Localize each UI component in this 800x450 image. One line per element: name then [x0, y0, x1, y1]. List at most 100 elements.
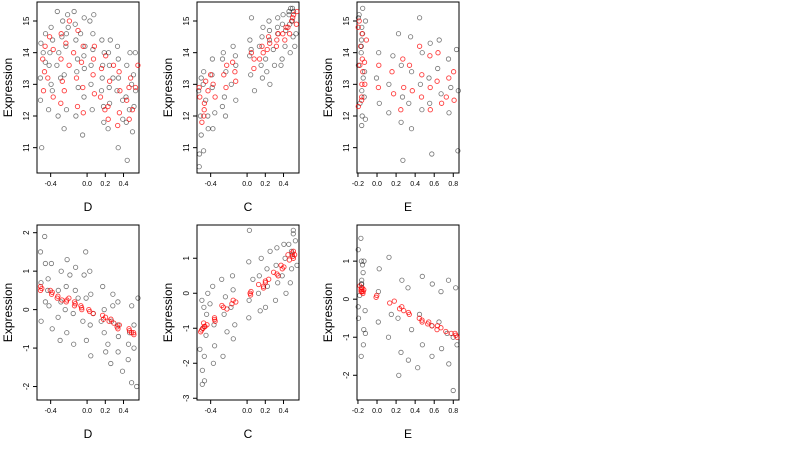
data-point-black [259, 75, 265, 81]
data-point-black [212, 110, 218, 116]
data-point-black [131, 322, 137, 328]
data-point-black [64, 256, 70, 263]
data-point-black [106, 84, 112, 91]
data-point-black [453, 46, 460, 53]
data-point-black [279, 273, 285, 279]
data-point-black [199, 297, 205, 303]
data-point-red [248, 288, 254, 295]
data-point-black [114, 88, 120, 94]
data-point-black [120, 116, 126, 122]
data-point-black [408, 69, 415, 75]
data-point-black [361, 94, 367, 100]
y-tick-label: 12 [22, 111, 31, 120]
data-point-red [97, 94, 104, 100]
data-point-black [47, 50, 53, 56]
y-axis-label: Expression [161, 283, 175, 342]
data-point-red [203, 78, 209, 84]
data-point-black [87, 18, 93, 24]
data-point-red [224, 62, 230, 68]
data-point-black [81, 15, 87, 21]
x-tick-label: -0.2 [352, 181, 364, 188]
data-point-black [198, 75, 204, 81]
data-point-red [108, 316, 114, 322]
data-point-black [83, 337, 90, 343]
x-tick-label: 0.0 [82, 408, 92, 415]
data-point-black [446, 110, 452, 116]
data-point-black [82, 43, 88, 49]
data-point-red [265, 34, 272, 40]
data-point-black [282, 43, 288, 49]
data-point-black [59, 34, 65, 40]
data-point-red [74, 103, 81, 110]
y-tick-label: -1 [182, 324, 191, 332]
x-tick-label: 0.8 [448, 408, 458, 415]
plot-frame [36, 1, 140, 174]
data-point-black [438, 288, 444, 295]
data-point-black [262, 56, 269, 62]
data-point-black [248, 15, 255, 21]
x-tick-label: -0.2 [352, 408, 364, 415]
data-point-black [416, 15, 423, 21]
data-point-black [127, 50, 133, 56]
data-point-red [396, 306, 403, 312]
data-point-black [230, 287, 236, 293]
data-point-black [228, 81, 234, 87]
x-tick-label: 0.4 [279, 181, 289, 188]
data-point-black [210, 360, 216, 366]
data-point-red [130, 330, 137, 336]
data-point-black [131, 345, 137, 351]
data-point-black [67, 272, 73, 278]
y-tick-label: -3 [182, 394, 191, 402]
data-point-black [71, 341, 77, 347]
x-axis-label: C [244, 200, 253, 214]
x-tick-label: -0.4 [205, 408, 217, 415]
data-point-red [201, 113, 207, 119]
data-point-black [105, 341, 111, 347]
x-axis-label: D [84, 427, 93, 441]
data-point-black [360, 75, 366, 81]
data-point-black [73, 113, 79, 119]
x-axis-label: E [404, 427, 412, 441]
data-point-red [211, 315, 218, 321]
data-point-red [400, 56, 406, 62]
data-point-black [399, 94, 406, 100]
data-point-black [58, 268, 64, 274]
data-point-black [201, 304, 207, 310]
points-group [37, 8, 141, 163]
data-point-black [278, 62, 284, 68]
data-point-red [70, 50, 77, 56]
data-point-black [219, 56, 226, 62]
data-point-black [78, 31, 84, 37]
data-point-red [355, 103, 361, 110]
data-point-black [258, 255, 264, 261]
data-point-black [427, 40, 433, 46]
data-point-red [251, 56, 257, 62]
data-point-black [126, 107, 132, 113]
data-point-red [357, 62, 363, 68]
data-point-red [233, 78, 239, 84]
data-point-black [107, 37, 113, 43]
data-point-black [359, 113, 365, 119]
data-point-black [196, 164, 202, 170]
data-point-black [388, 311, 394, 317]
data-point-black [233, 97, 239, 103]
data-point-black [359, 277, 365, 283]
data-point-black [219, 103, 225, 110]
data-point-black [289, 5, 296, 11]
x-tick-label: 0.4 [410, 181, 420, 188]
data-point-red [126, 116, 132, 122]
data-point-black [81, 94, 87, 100]
data-point-red [247, 292, 254, 298]
data-point-black [362, 18, 369, 24]
data-point-black [287, 50, 293, 56]
data-point-red [115, 326, 121, 332]
data-point-red [452, 330, 458, 337]
y-axis-label: Expression [1, 283, 15, 342]
data-point-black [61, 72, 67, 78]
data-point-black [362, 307, 368, 314]
data-point-red [230, 297, 236, 303]
y-tick-label: 1 [342, 258, 351, 263]
data-point-red [278, 262, 284, 268]
data-point-black [80, 132, 86, 138]
data-point-red [391, 298, 397, 304]
